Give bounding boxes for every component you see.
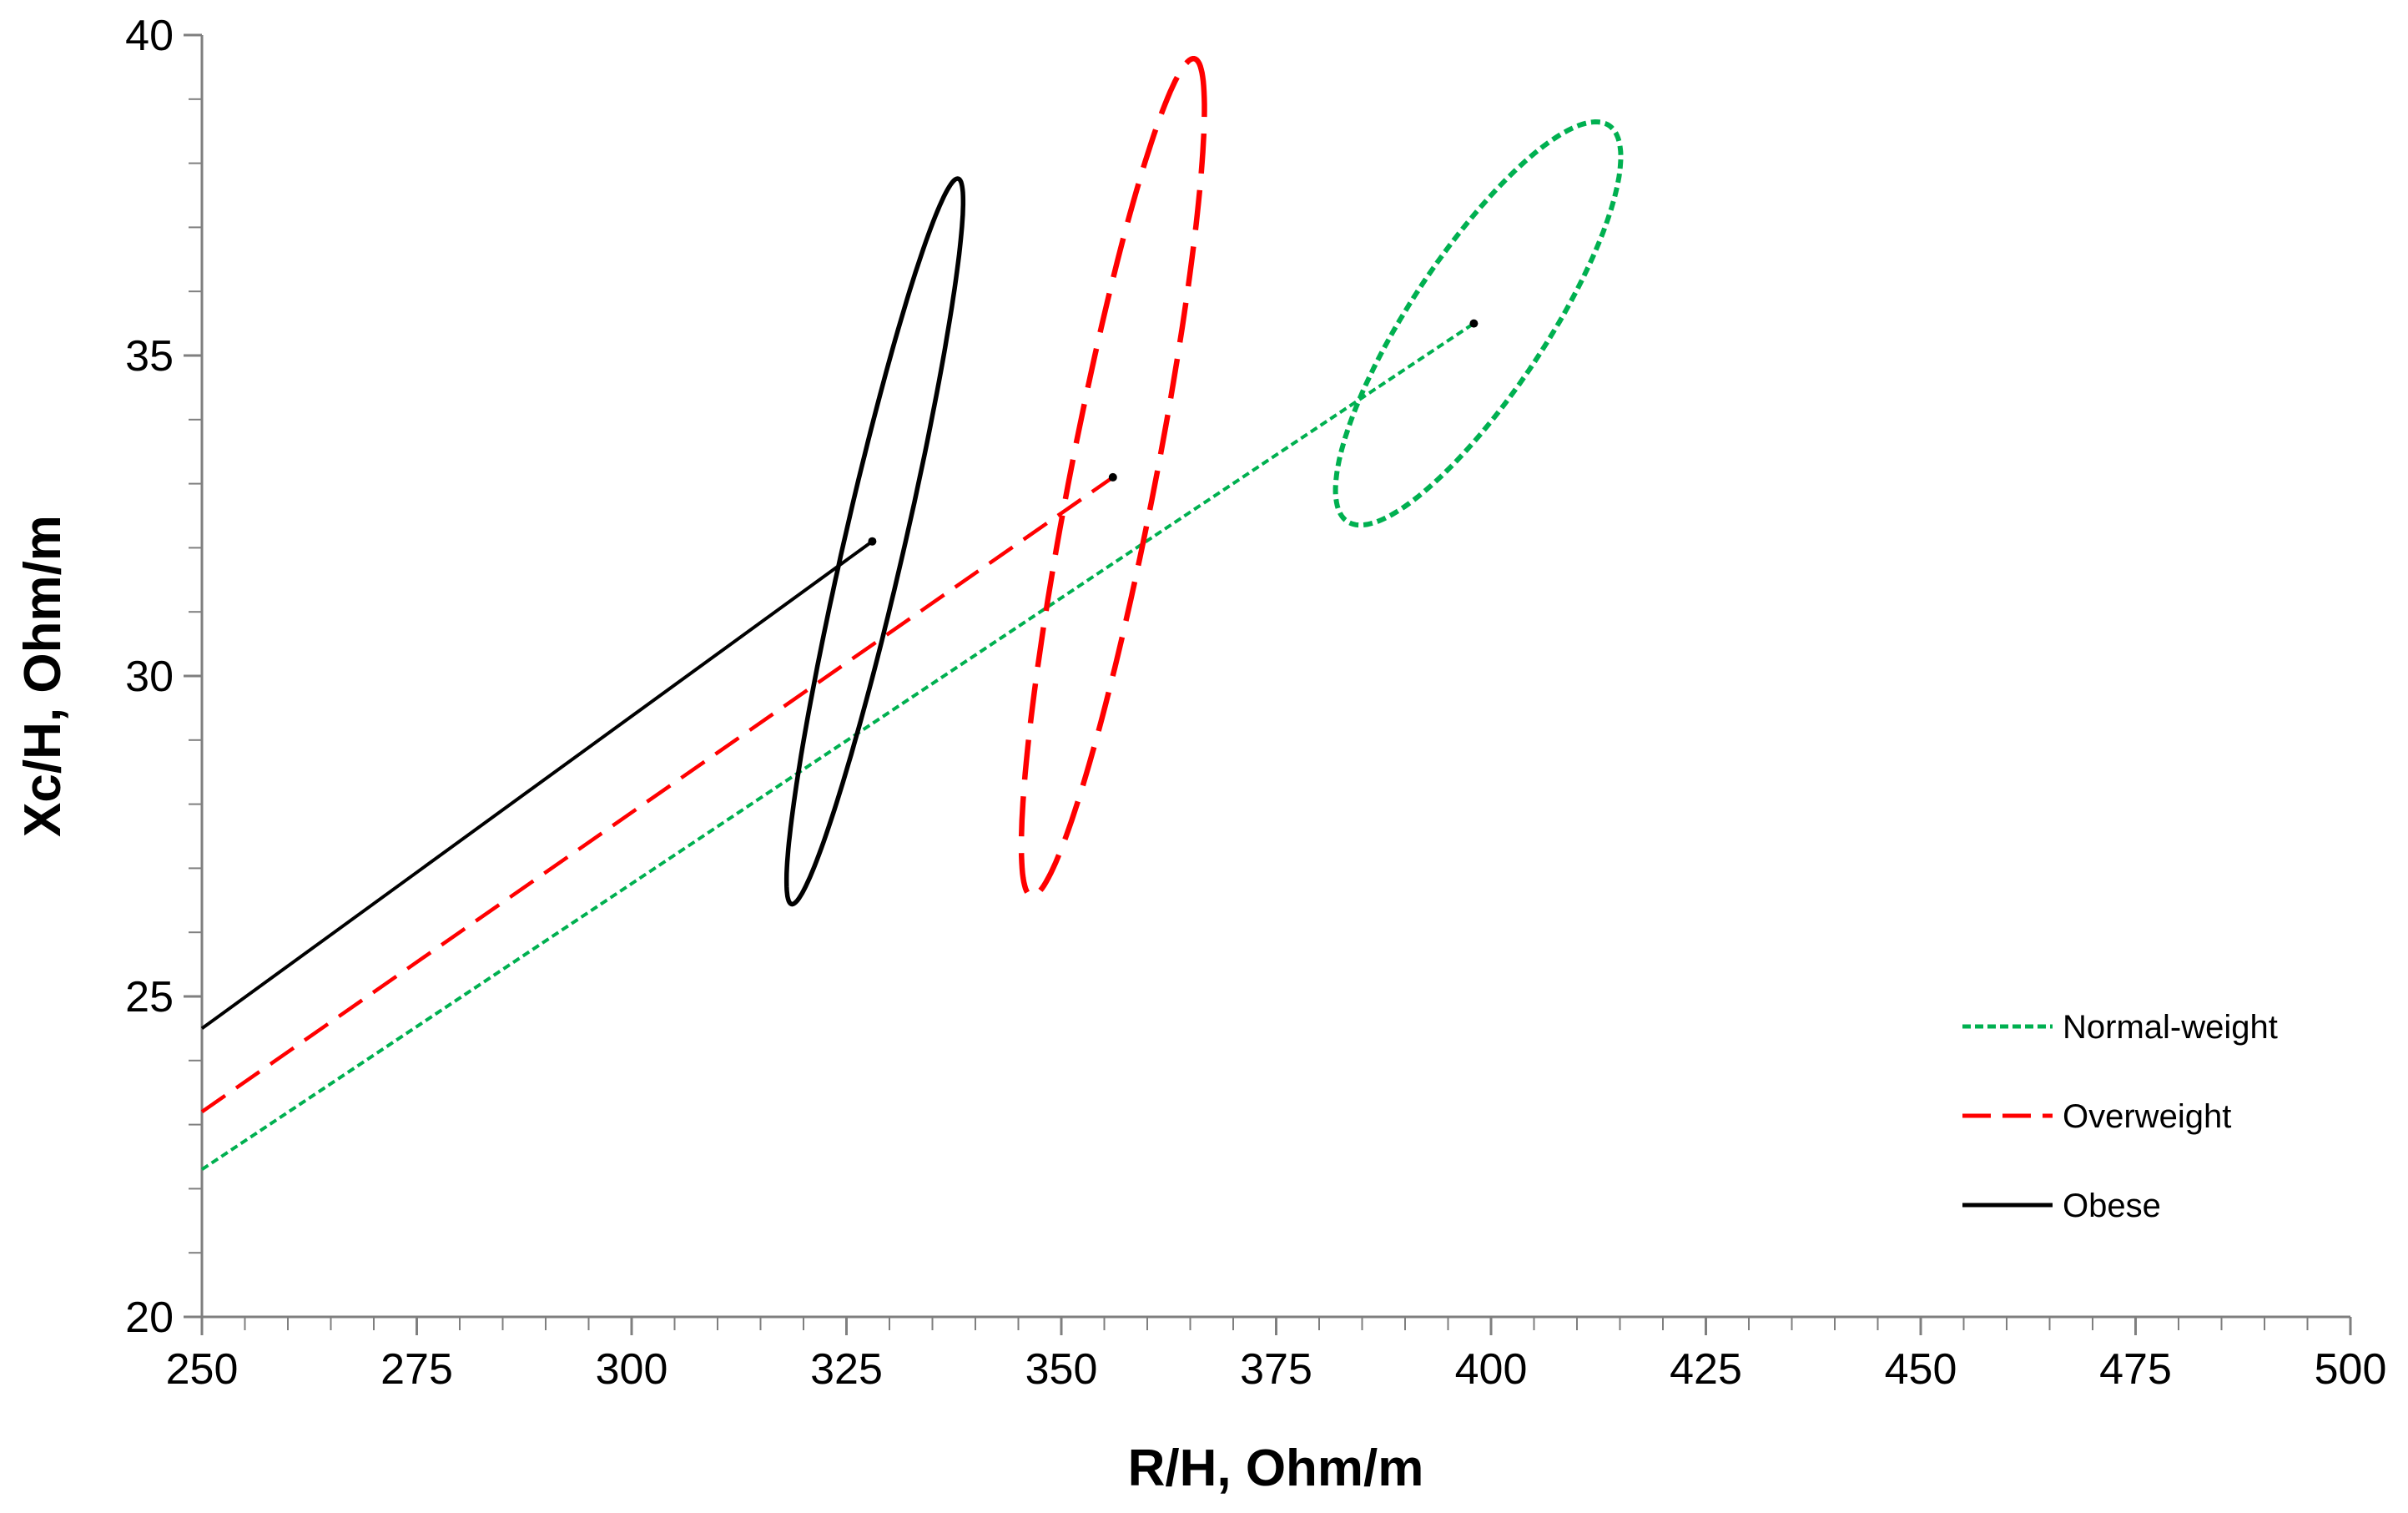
series-vector-line xyxy=(200,476,1115,1114)
series-overweight xyxy=(200,56,1207,1114)
y-tick-label: 35 xyxy=(125,332,174,381)
y-ticks: 20 25 30 35 40 xyxy=(125,12,202,1342)
series-vector-line xyxy=(200,321,1475,1172)
plot-area xyxy=(200,56,1624,1172)
x-tick-label: 300 xyxy=(596,1345,668,1394)
series-obese xyxy=(200,176,966,1031)
mean-point xyxy=(1469,319,1479,328)
legend-label: Obese xyxy=(2063,1188,2161,1224)
legend: Normal-weight Overweight Obese xyxy=(1962,1009,2278,1224)
x-tick-label: 350 xyxy=(1025,1345,1098,1394)
x-axis: 250 275 300 325 350 375 400 425 450 475 500 xyxy=(166,1315,2387,1394)
legend-label: Overweight xyxy=(2063,1098,2231,1135)
x-axis-title: R/H, Ohm/m xyxy=(1128,1440,1424,1497)
series-normal-weight xyxy=(200,119,1624,1172)
x-tick-label: 500 xyxy=(2315,1345,2387,1394)
x-tick-label: 325 xyxy=(810,1345,883,1394)
y-tick-label: 25 xyxy=(125,973,174,1021)
x-tick-label: 425 xyxy=(1670,1345,1742,1394)
confidence-ellipse xyxy=(783,176,966,907)
y-tick-label: 40 xyxy=(125,12,174,60)
x-ticks: 250 275 300 325 350 375 400 425 450 475 500 xyxy=(166,1317,2387,1394)
mean-point xyxy=(1108,472,1117,482)
confidence-ellipse xyxy=(1018,56,1207,899)
x-tick-label: 475 xyxy=(2099,1345,2172,1394)
x-tick-label: 250 xyxy=(166,1345,239,1394)
legend-item: Obese xyxy=(1962,1188,2161,1224)
legend-item: Overweight xyxy=(1962,1098,2231,1135)
y-tick-label: 20 xyxy=(125,1294,174,1342)
x-tick-label: 450 xyxy=(1885,1345,1957,1394)
x-tick-label: 375 xyxy=(1240,1345,1312,1394)
x-tick-label: 275 xyxy=(380,1345,453,1394)
legend-label: Normal-weight xyxy=(2063,1009,2278,1046)
confidence-ellipse xyxy=(1332,119,1624,528)
y-tick-label: 30 xyxy=(125,653,174,701)
x-tick-label: 400 xyxy=(1455,1345,1528,1394)
y-axis-title: Xc/H, Ohm/m xyxy=(14,515,72,837)
mean-point xyxy=(868,537,877,546)
series-vector-line xyxy=(200,540,874,1031)
legend-item: Normal-weight xyxy=(1962,1009,2278,1046)
y-axis: 20 25 30 35 40 xyxy=(125,12,204,1342)
